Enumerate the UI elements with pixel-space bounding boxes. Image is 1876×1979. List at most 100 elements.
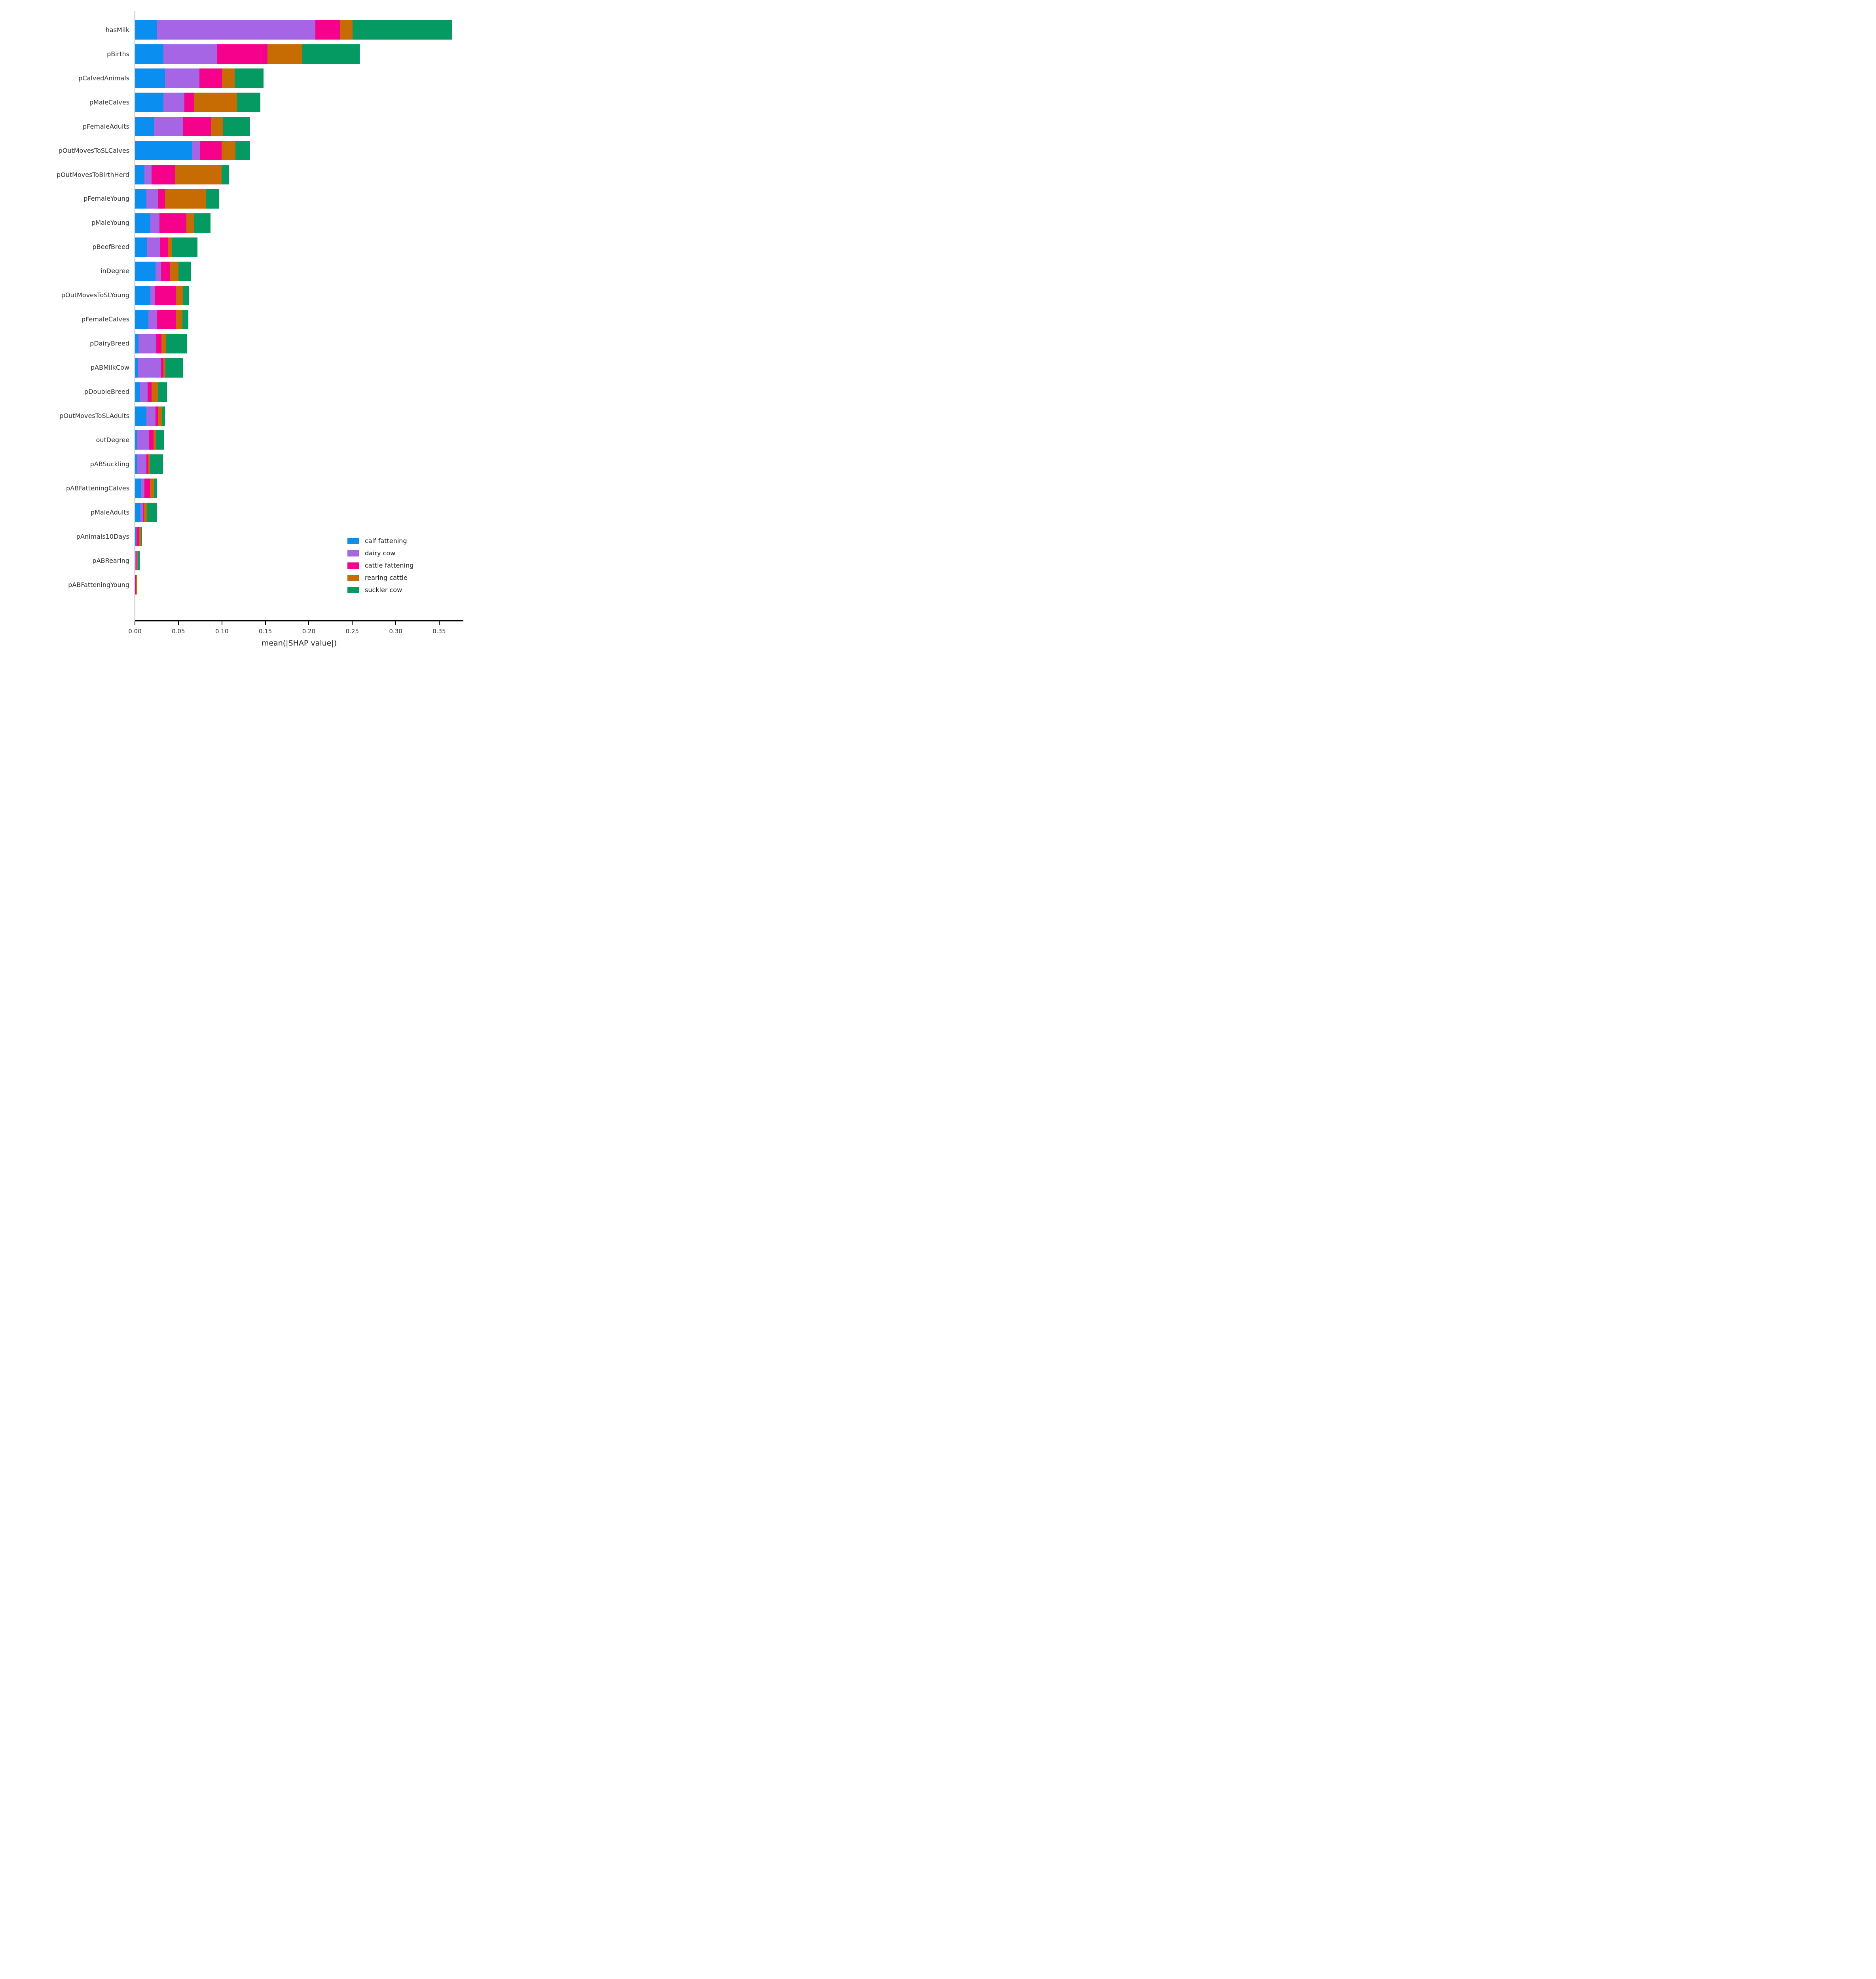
bar-row-pMaleAdults	[135, 503, 157, 522]
feature-label-pOutMovesToSLYoung: pOutMovesToSLYoung	[61, 291, 129, 299]
bar-segment	[158, 406, 162, 426]
bar-segment	[156, 406, 159, 426]
legend-swatch	[347, 562, 359, 569]
bar-segment	[135, 117, 154, 137]
bar-segment	[156, 334, 161, 353]
bar-segment	[149, 430, 154, 450]
feature-label-pBirths: pBirths	[107, 50, 129, 58]
x-axis-title: mean(|SHAP value|)	[261, 639, 337, 648]
bar-segment	[147, 382, 152, 402]
bar-segment	[159, 213, 187, 233]
bar-segment	[135, 382, 140, 402]
bar-row-pAnimals10Days	[135, 527, 142, 547]
bar-segment	[216, 44, 267, 64]
feature-label-inDegree: inDegree	[101, 267, 129, 275]
bar-segment	[135, 503, 140, 522]
bar-segment	[135, 189, 147, 209]
bar-segment	[161, 406, 165, 426]
bar-segment	[141, 527, 142, 547]
bar-segment	[206, 189, 219, 209]
bar-segment	[315, 20, 340, 40]
bar-segment	[135, 334, 138, 353]
feature-label-pABFatteningCalves: pABFatteningCalves	[66, 484, 129, 492]
legend-row: rearing cattle	[347, 574, 414, 582]
x-tick-label: 0.00	[128, 628, 142, 635]
bar-segment	[135, 93, 163, 112]
bar-segment	[267, 44, 302, 64]
bar-segment	[234, 68, 264, 88]
bar-segment	[135, 406, 146, 426]
bar-segment	[135, 68, 165, 88]
bar-segment	[222, 165, 229, 184]
x-tick-label: 0.20	[302, 628, 316, 635]
legend-swatch	[347, 574, 359, 581]
bar-segment	[138, 358, 161, 378]
bar-segment	[183, 117, 211, 137]
feature-label-pCalvedAnimals: pCalvedAnimals	[78, 74, 129, 82]
bar-row-pOutMovesToSLCalves	[135, 141, 250, 161]
bar-segment	[155, 285, 176, 305]
feature-label-pDoubleBreed: pDoubleBreed	[84, 388, 129, 396]
bar-segment	[168, 237, 173, 257]
bar-segment	[156, 261, 161, 281]
feature-label-hasMilk: hasMilk	[105, 26, 129, 34]
bar-row-pABRearing	[135, 551, 140, 571]
bar-segment	[184, 93, 194, 112]
bar-row-pFemaleYoung	[135, 189, 219, 209]
bar-segment	[163, 358, 165, 378]
feature-label-pABSuckling: pABSuckling	[90, 460, 129, 468]
bar-segment	[165, 358, 184, 378]
legend-swatch	[347, 550, 359, 556]
bar-row-pOutMovesToSLYoung	[135, 285, 189, 305]
feature-label-pOutMovesToSLCalves: pOutMovesToSLCalves	[58, 146, 129, 154]
bar-row-outDegree	[135, 430, 164, 450]
legend-label: dairy cow	[365, 549, 396, 557]
bar-segment	[194, 213, 211, 233]
bar-row-pBirths	[135, 44, 360, 64]
bar-segment	[166, 334, 188, 353]
bar-row-pABFatteningCalves	[135, 479, 157, 498]
bar-segment	[222, 68, 235, 88]
bar-segment	[221, 141, 235, 161]
feature-label-pAnimals10Days: pAnimals10Days	[76, 532, 129, 540]
legend-row: suckler cow	[347, 586, 414, 594]
bar-segment	[139, 527, 141, 547]
bar-row-pDoubleBreed	[135, 382, 167, 402]
bar-segment	[194, 93, 237, 112]
bar-segment	[135, 310, 148, 329]
feature-label-pFemaleCalves: pFemaleCalves	[81, 315, 129, 323]
bar-segment	[144, 479, 150, 498]
bar-row-hasMilk	[135, 20, 452, 40]
bar-segment	[146, 406, 156, 426]
bar-segment	[160, 237, 168, 257]
bar-segment	[200, 141, 222, 161]
bar-segment	[135, 575, 137, 595]
x-tick	[265, 621, 266, 625]
bar-segment	[135, 141, 192, 161]
bar-segment	[142, 503, 144, 522]
legend-label: calf fattening	[365, 537, 407, 545]
feature-label-pBeefBreed: pBeefBreed	[92, 243, 130, 251]
legend-row: cattle fattening	[347, 561, 414, 570]
bar-row-pFemaleAdults	[135, 117, 250, 137]
bar-segment	[146, 503, 157, 522]
bar-row-pCalvedAnimals	[135, 68, 264, 88]
bar-segment	[137, 527, 139, 547]
bar-row-pABSuckling	[135, 454, 163, 474]
bar-segment	[135, 261, 156, 281]
x-tick	[438, 621, 440, 625]
feature-label-pABRearing: pABRearing	[92, 556, 129, 564]
bar-segment	[151, 165, 175, 184]
bar-segment	[140, 382, 148, 402]
x-axis-spine	[135, 620, 463, 621]
feature-label-pMaleYoung: pMaleYoung	[91, 219, 129, 227]
feature-label-pMaleAdults: pMaleAdults	[90, 508, 129, 516]
feature-label-pOutMovesToSLAdults: pOutMovesToSLAdults	[59, 412, 129, 420]
bar-row-pFemaleCalves	[135, 310, 189, 329]
x-tick	[395, 621, 396, 625]
bar-segment	[199, 68, 222, 88]
feature-label-pFemaleAdults: pFemaleAdults	[82, 122, 129, 130]
bar-segment	[178, 261, 191, 281]
bar-segment	[136, 575, 137, 595]
bar-segment	[135, 285, 151, 305]
